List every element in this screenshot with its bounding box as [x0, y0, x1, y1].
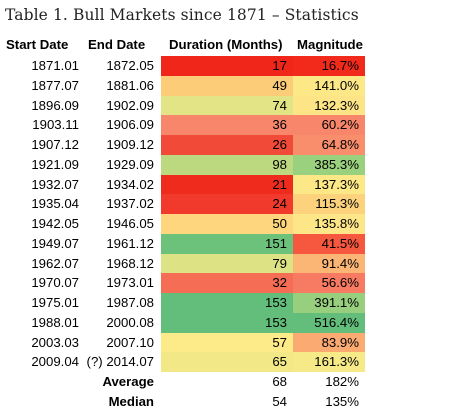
table-row: 1942.05 1946.05 50 135.8% [6, 214, 365, 234]
start-date-cell: 1921.09 [31, 156, 79, 172]
duration-cell: 98 [161, 154, 293, 175]
duration-cell: 57 [161, 332, 293, 353]
duration-cell: 49 [161, 75, 293, 96]
header-end-date: End Date [88, 37, 146, 52]
summary-label: Average [102, 374, 154, 389]
duration-cell: 65 [161, 352, 293, 372]
summary-row: Average 68 182% [6, 372, 365, 392]
start-date-cell: 2009.04 [31, 354, 79, 370]
summary-duration: 68 [272, 374, 287, 389]
table-row: 1949.07 1961.12 151 41.5% [6, 233, 365, 254]
end-date-cell: 1881.06 [106, 77, 154, 93]
end-date-cell: 1973.01 [106, 275, 154, 291]
start-date-cell: 1975.01 [31, 295, 79, 310]
summary-spacer [6, 372, 84, 392]
magnitude-cell: 141.0% [293, 75, 365, 96]
table-row: 1988.01 2000.08 153 516.4% [6, 312, 365, 333]
summary-row: Median 54 135% [6, 392, 365, 412]
end-date-cell: 1987.08 [106, 295, 154, 310]
start-date-cell: 1949.07 [31, 235, 79, 251]
header-duration: Duration (Months) [169, 37, 283, 52]
start-date-cell: 1970.07 [31, 275, 79, 291]
start-date-cell: 1896.09 [31, 97, 79, 113]
end-date-cell: 1872.05 [106, 58, 154, 73]
table-row: 1896.09 1902.09 74 132.3% [6, 95, 365, 116]
duration-cell: 17 [161, 56, 293, 76]
end-date-cell: 1937.02 [106, 196, 154, 212]
table-title: Table 1. Bull Markets since 1871 – Stati… [5, 6, 359, 24]
bull-markets-table: Start Date End Date Duration (Months) Ma… [6, 34, 365, 412]
table-body: 1871.01 1872.05 17 16.7% 1877.07 1881.06 49 141… [6, 56, 365, 412]
start-date-cell: 1962.07 [31, 255, 79, 271]
start-date-cell: 1903.11 [32, 117, 79, 133]
magnitude-cell: 83.9% [293, 332, 365, 353]
end-date-cell: (?) 2014.07 [86, 354, 154, 370]
magnitude-cell: 64.8% [293, 135, 365, 155]
table-row: 1975.01 1987.08 153 391.1% [6, 293, 365, 313]
start-date-cell: 1988.01 [31, 314, 79, 330]
summary-magnitude: 135% [325, 393, 359, 409]
magnitude-cell: 60.2% [293, 115, 365, 135]
header-magnitude: Magnitude [297, 37, 363, 52]
end-date-cell: 1968.12 [106, 255, 154, 271]
table-row: 1962.07 1968.12 79 91.4% [6, 253, 365, 274]
summary-duration: 54 [272, 393, 287, 409]
header-row: Start Date End Date Duration (Months) Ma… [6, 34, 365, 56]
magnitude-cell: 161.3% [293, 352, 365, 372]
magnitude-cell: 516.4% [293, 312, 365, 333]
magnitude-cell: 135.8% [293, 214, 365, 234]
duration-cell: 50 [161, 214, 293, 234]
table-row: 2003.03 2007.10 57 83.9% [6, 332, 365, 353]
end-date-cell: 1909.12 [106, 137, 154, 152]
magnitude-cell: 391.1% [293, 293, 365, 313]
duration-cell: 36 [161, 115, 293, 135]
end-date-cell: 2007.10 [106, 334, 154, 350]
magnitude-cell: 115.3% [293, 194, 365, 214]
table-row: 1903.11 1906.09 36 60.2% [6, 115, 365, 135]
magnitude-cell: 132.3% [293, 95, 365, 116]
table-row: 1907.12 1909.12 26 64.8% [6, 135, 365, 155]
end-date-cell: 1946.05 [106, 216, 154, 231]
duration-cell: 24 [161, 194, 293, 214]
end-date-cell: 1934.02 [106, 176, 154, 192]
duration-cell: 153 [161, 312, 293, 333]
magnitude-cell: 16.7% [293, 56, 365, 76]
summary-spacer [6, 392, 84, 412]
end-date-cell: 1961.12 [106, 235, 154, 251]
table-row: 1871.01 1872.05 17 16.7% [6, 56, 365, 76]
duration-cell: 21 [161, 174, 293, 195]
end-date-cell: 2000.08 [106, 314, 154, 330]
table-row: 1935.04 1937.02 24 115.3% [6, 194, 365, 214]
start-date-cell: 1942.05 [31, 216, 79, 231]
duration-cell: 74 [161, 95, 293, 116]
start-date-cell: 1907.12 [31, 137, 79, 152]
table-row: 2009.04 (?) 2014.07 65 161.3% [6, 352, 365, 372]
magnitude-cell: 91.4% [293, 253, 365, 274]
duration-cell: 153 [161, 293, 293, 313]
summary-label: Median [108, 393, 154, 409]
start-date-cell: 1935.04 [31, 196, 79, 212]
duration-cell: 32 [161, 273, 293, 293]
duration-cell: 79 [161, 253, 293, 274]
start-date-cell: 1871.01 [31, 58, 79, 73]
duration-cell: 151 [161, 233, 293, 254]
table-row: 1877.07 1881.06 49 141.0% [6, 75, 365, 96]
duration-cell: 26 [161, 135, 293, 155]
end-date-cell: 1906.09 [106, 117, 154, 133]
summary-magnitude: 182% [325, 374, 359, 389]
table-row: 1970.07 1973.01 32 56.6% [6, 273, 365, 293]
start-date-cell: 1932.07 [31, 176, 79, 192]
end-date-cell: 1902.09 [106, 97, 154, 113]
start-date-cell: 2003.03 [31, 334, 79, 350]
magnitude-cell: 385.3% [293, 154, 365, 175]
table-row: 1932.07 1934.02 21 137.3% [6, 174, 365, 195]
start-date-cell: 1877.07 [31, 77, 79, 93]
magnitude-cell: 41.5% [293, 233, 365, 254]
table-row: 1921.09 1929.09 98 385.3% [6, 154, 365, 175]
header-start-date: Start Date [6, 37, 69, 52]
end-date-cell: 1929.09 [106, 156, 154, 172]
magnitude-cell: 56.6% [293, 273, 365, 293]
magnitude-cell: 137.3% [293, 174, 365, 195]
